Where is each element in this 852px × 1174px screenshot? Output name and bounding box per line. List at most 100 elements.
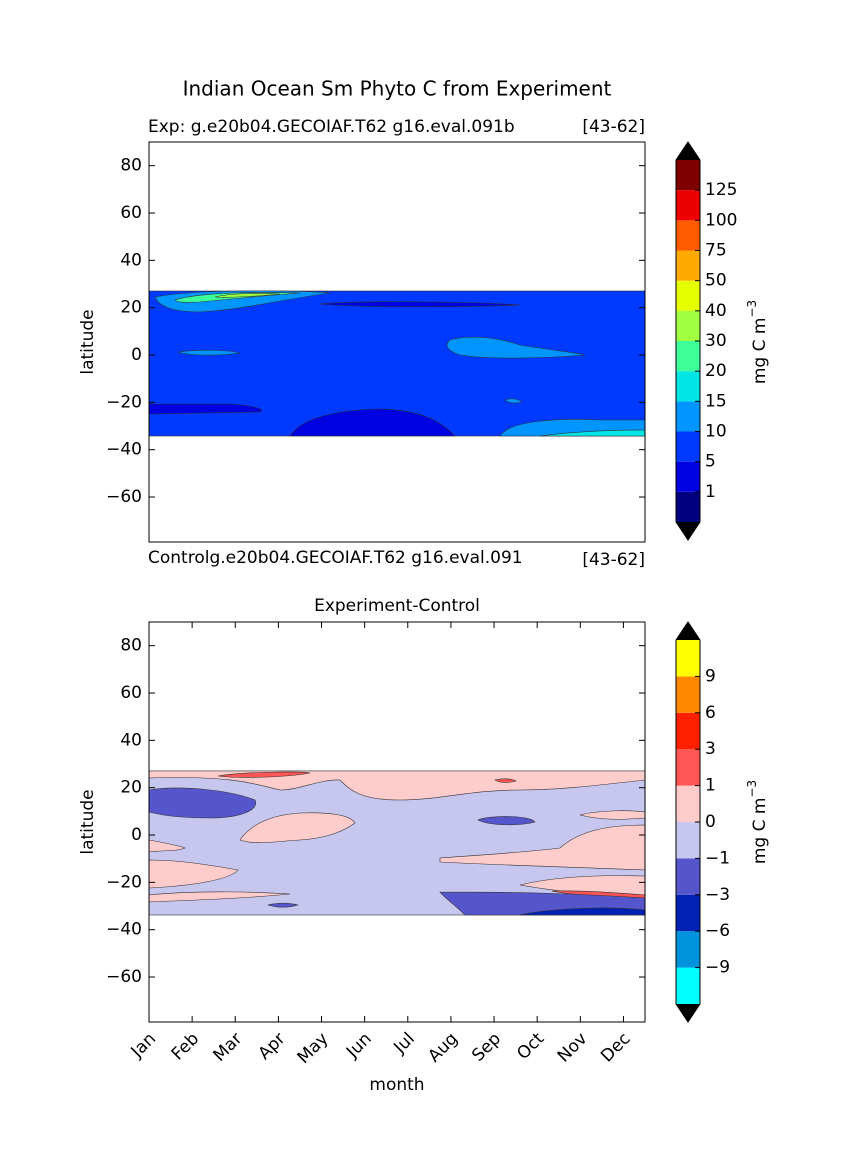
colorbar-label-exponent: −3 — [745, 300, 759, 318]
x-tick-label: Jul — [389, 1029, 418, 1058]
colorbar-box — [676, 461, 700, 492]
colorbar-label-unit: mg C m — [750, 318, 770, 385]
y-tick-label: 60 — [120, 203, 142, 223]
colorbar-box — [676, 640, 700, 677]
contour-region — [289, 408, 456, 437]
y-tick-label: −40 — [106, 440, 142, 460]
colorbar-extend — [676, 522, 700, 540]
colorbar-box — [676, 822, 700, 859]
colorbar-box — [676, 967, 700, 1004]
plot-frame — [148, 621, 646, 1023]
y-tick-label: 60 — [120, 683, 142, 703]
contour-region — [477, 816, 536, 826]
colorbar-tick-label: 3 — [705, 739, 716, 759]
y-tick-label: 20 — [120, 778, 142, 798]
y-tick-label: 40 — [120, 730, 142, 750]
colorbar-tick-label: 15 — [705, 391, 727, 411]
y-tick-label: −40 — [106, 920, 142, 940]
contour-region — [446, 336, 586, 359]
colorbar-box — [676, 160, 700, 191]
y-axis-label: latitude — [78, 789, 98, 854]
x-axis-label: month — [369, 1075, 424, 1095]
y-tick-label: 0 — [131, 825, 142, 845]
colorbar-box — [676, 250, 700, 281]
contour-region — [149, 891, 291, 903]
colorbar-box — [676, 749, 700, 786]
colorbar-label-unit: mg C m — [750, 798, 770, 865]
colorbar-tick-label: −6 — [705, 921, 730, 941]
colorbar-frame — [675, 141, 701, 541]
colorbar-tick-label: 75 — [705, 241, 727, 261]
x-tick-label: Aug — [424, 1029, 462, 1067]
colorbar-extend — [676, 1004, 700, 1022]
colorbar-tick-label: 30 — [705, 331, 727, 351]
x-tick-label: Mar — [210, 1029, 247, 1066]
contour-region — [319, 301, 521, 308]
colorbar-tick-label: 100 — [705, 210, 737, 230]
colorbar-tick-label: 40 — [705, 301, 727, 321]
bottom-left-text: Controlg.e20b04.GECOIAF.T62 g16.eval.091 — [148, 548, 523, 568]
colorbar-box — [676, 280, 700, 311]
colorbar-box — [676, 190, 700, 221]
y-tick-label: 80 — [120, 636, 142, 656]
colorbar-tick-label: 1 — [705, 482, 716, 502]
contour-field — [149, 770, 645, 916]
colorbar-box — [676, 431, 700, 462]
colorbar-box — [676, 491, 700, 522]
colorbar-tick-label: 125 — [705, 180, 737, 200]
y-tick-label: 0 — [131, 345, 142, 365]
colorbar-box — [676, 676, 700, 713]
contour-region — [239, 812, 356, 844]
colorbar-box — [676, 931, 700, 968]
chart-title: Experiment-Control — [314, 596, 480, 616]
contour-region — [214, 293, 281, 298]
colorbar-frame — [675, 621, 701, 1023]
x-tick-label: Jun — [342, 1029, 376, 1063]
left-title: Exp: g.e20b04.GECOIAF.T62 g16.eval.091b — [148, 117, 515, 137]
figure-title: Indian Ocean Sm Phyto C from Experiment — [183, 77, 612, 101]
colorbar-tick-label: 9 — [705, 666, 716, 686]
x-tick-label: Jan — [127, 1029, 160, 1062]
colorbar-tick-label: 6 — [705, 703, 716, 723]
plot-frame — [148, 141, 646, 543]
colorbar-extend — [676, 142, 700, 160]
x-tick-label: Sep — [468, 1029, 505, 1066]
colorbar-box — [676, 371, 700, 402]
x-tick-label: Apr — [255, 1029, 290, 1064]
colorbar-box — [676, 341, 700, 372]
colorbar-tick-label: 10 — [705, 422, 727, 442]
colorbar-tick-label: −3 — [705, 885, 730, 905]
x-tick-label: Dec — [597, 1029, 634, 1066]
colorbar-box — [676, 401, 700, 432]
contour-region — [494, 778, 517, 783]
x-tick-label: May — [294, 1029, 333, 1068]
y-tick-label: 80 — [120, 156, 142, 176]
colorbar-tick-label: −1 — [705, 848, 730, 868]
colorbar-tick-label: 5 — [705, 452, 716, 472]
y-tick-label: −20 — [106, 392, 142, 412]
contour-region — [149, 403, 262, 415]
x-tick-label: Feb — [168, 1029, 203, 1064]
colorbar-box — [676, 858, 700, 895]
colorbar-tick-label: 0 — [705, 812, 716, 832]
colorbar-label: mg C m−3 — [745, 780, 771, 864]
y-tick-label: 20 — [120, 298, 142, 318]
contour-region — [439, 824, 645, 871]
contour-region — [149, 787, 257, 819]
colorbar-label: mg C m−3 — [745, 300, 771, 384]
contour-region — [177, 349, 241, 356]
colorbar-tick-label: −9 — [705, 958, 730, 978]
colorbar-box — [676, 785, 700, 822]
colorbar-box — [676, 894, 700, 932]
colorbar-label-exponent: −3 — [745, 780, 759, 798]
x-tick-label: Oct — [513, 1029, 548, 1064]
contour-region — [579, 810, 645, 820]
colorbar-tick-label: 1 — [705, 776, 716, 796]
contour-region — [504, 398, 523, 404]
contour-region — [149, 839, 186, 853]
y-tick-label: −60 — [106, 967, 142, 987]
contour-region — [149, 859, 239, 889]
y-tick-label: 40 — [120, 250, 142, 270]
colorbar-box — [676, 310, 700, 341]
